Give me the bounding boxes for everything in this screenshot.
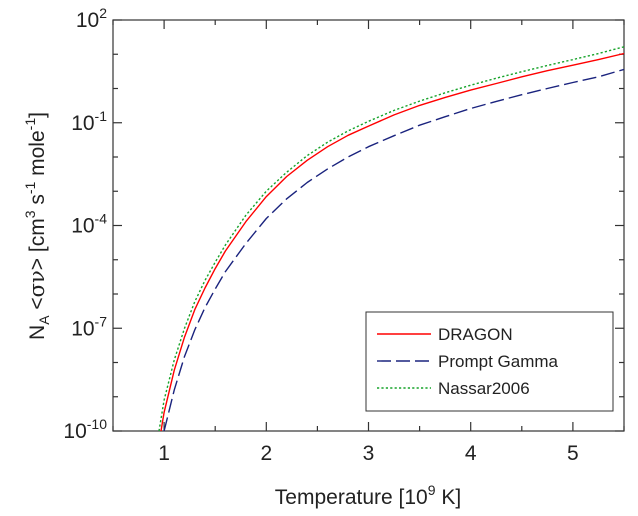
y-axis-title-part: -1 [22,181,38,194]
series-line-2 [158,46,625,432]
series-line-1 [163,68,625,432]
y-axis-title-part: > [cm [26,218,49,270]
y-axis-title-part: -1 [22,118,38,131]
series-line-0 [160,52,625,432]
y-axis-title-part: mole [26,130,49,181]
x-axis-title-main: Temperature [10 [275,486,428,509]
y-axis-title: NA <σν> [cm3 s-1 mole-1] [22,112,52,340]
x-tick-label: 1 [158,442,170,465]
y-tick-labels: 10-10 10-7 10-4 10-1 102 [63,5,107,443]
y-tick-label: 102 [76,5,107,32]
y-axis-title-part: A [36,315,52,325]
y-axis-title-part: N [26,325,49,340]
y-tick-label: 10-1 [71,108,107,135]
x-tick-label: 4 [465,442,477,465]
x-axis-title: Temperature [109 K] [275,482,461,509]
x-tick-label: 3 [363,442,375,465]
series-layer [158,46,625,432]
x-tick-labels: 1 2 3 4 5 [158,442,578,465]
x-axis-title-sup: 9 [428,482,436,498]
y-tick-label: 10-10 [63,416,107,443]
y-axis-title-part: s [26,194,49,210]
legend: DRAGON Prompt Gamma Nassar2006 [365,311,614,412]
legend-label-2: Nassar2006 [438,379,530,398]
y-tick-label: 10-4 [71,211,107,238]
y-axis-title-part: < [26,297,49,315]
y-tick-label: 10-7 [71,313,107,340]
x-axis-title-tail: K] [436,486,462,509]
legend-label-1: Prompt Gamma [438,352,559,371]
y-axis-title-part: 3 [22,210,38,218]
legend-label-0: DRAGON [438,325,513,344]
y-axis-title-part: σν [25,270,49,297]
y-axis-title-part: ] [26,112,49,118]
x-tick-label: 5 [567,442,579,465]
x-tick-label: 2 [260,442,272,465]
